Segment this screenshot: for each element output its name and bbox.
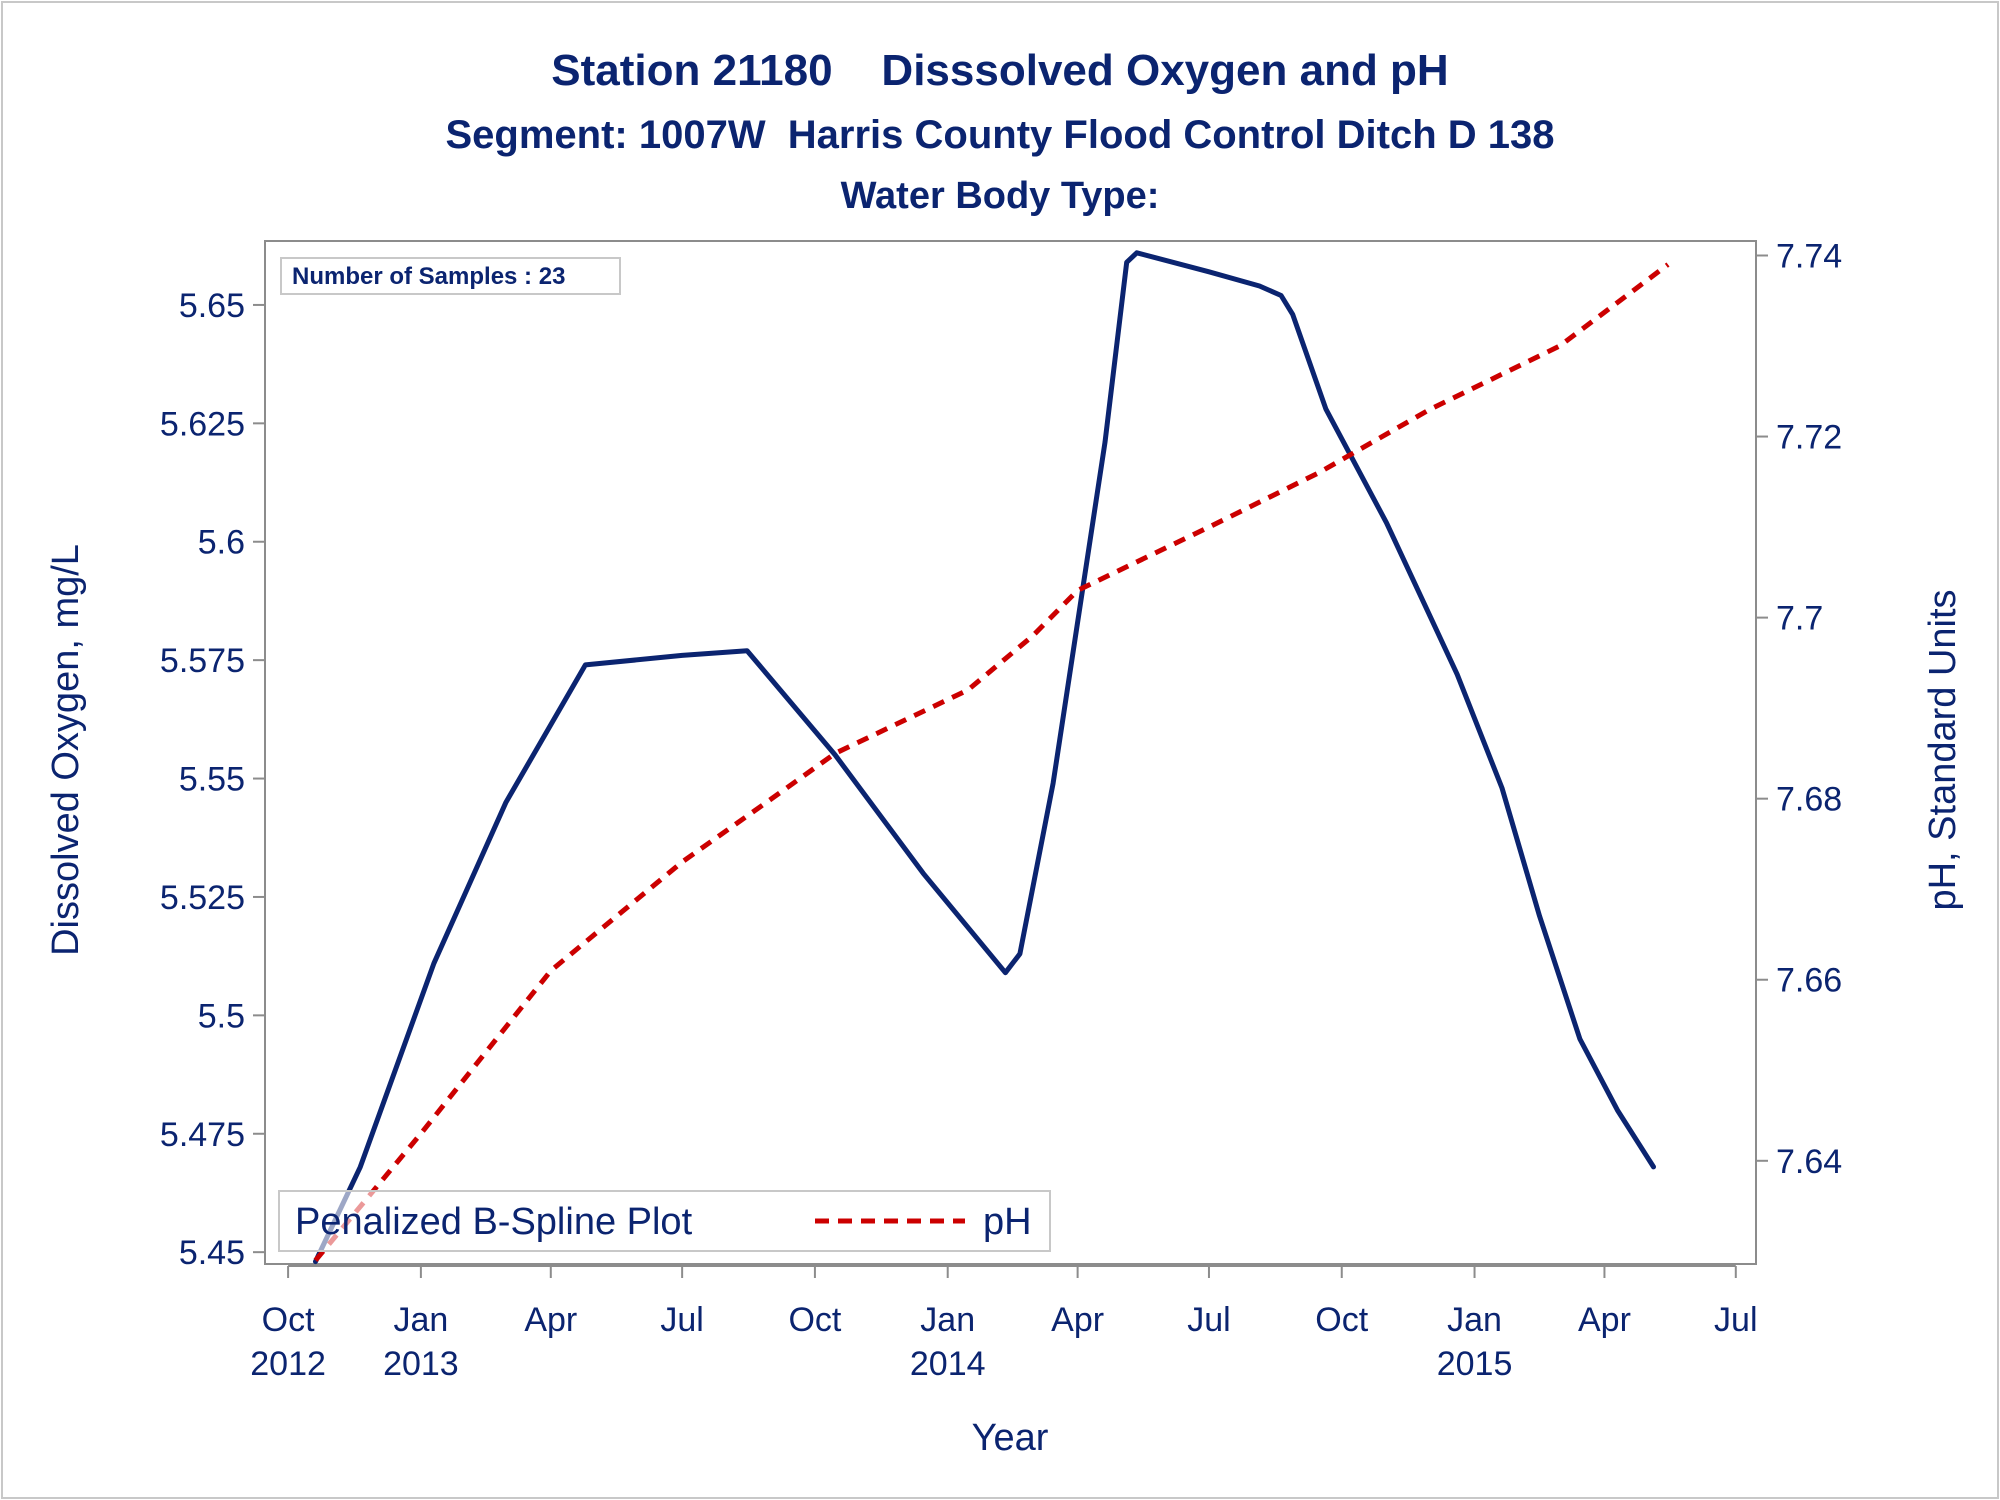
- x-tick-label: Jan: [1447, 1301, 1502, 1339]
- x-tick-label: Apr: [524, 1301, 577, 1339]
- y-right-tick-label: 7.74: [1776, 237, 1842, 275]
- y-right-tick-label: 7.72: [1776, 419, 1842, 457]
- x-tick-year-label: 2015: [1437, 1345, 1513, 1383]
- y-left-tick-label: 5.575: [160, 642, 245, 680]
- y-axis-title-right: pH, Standard Units: [1922, 589, 1964, 910]
- y-left-tick-label: 5.6: [198, 524, 245, 562]
- plot-area: [264, 240, 1757, 1265]
- x-axis-title: Year: [972, 1417, 1049, 1459]
- chart-title: Station 21180 Disssolved Oxygen and pH: [551, 46, 1448, 95]
- x-tick-label: Apr: [1051, 1301, 1104, 1339]
- x-tick-label: Jul: [1187, 1301, 1230, 1339]
- x-axis: Oct 2012 Jan 2013 Apr Jul Oct Jan 2014 Apr Jul Oct J…: [250, 1265, 1758, 1383]
- y-axis-title-left: Dissolved Oxygen, mg/L: [45, 544, 87, 956]
- x-tick-label: Oct: [262, 1301, 315, 1339]
- y-left-tick-label: 5.45: [179, 1234, 245, 1272]
- legend-label-ph: pH: [983, 1201, 1032, 1243]
- y-left-tick-label: 5.55: [179, 761, 245, 799]
- sample-count-box: Number of Samples : 23: [280, 257, 621, 295]
- sample-count-frame: [280, 257, 621, 295]
- series-layer: [313, 250, 1670, 1265]
- x-tick-label: Jul: [660, 1301, 703, 1339]
- chart-subtitle: Segment: 1007W Harris County Flood Contr…: [445, 113, 1554, 157]
- x-tick-label: Jul: [1714, 1301, 1757, 1339]
- x-tick-year-label: 2013: [383, 1345, 459, 1383]
- series-line-dissolved-oxygen: [313, 250, 1656, 1265]
- chart-subtitle-2: Water Body Type:: [841, 175, 1160, 217]
- y-right-tick-label: 7.68: [1776, 781, 1842, 819]
- y-left-tick-label: 5.65: [179, 287, 245, 325]
- x-tick-label: Jan: [393, 1301, 448, 1339]
- y-right-tick-label: 7.64: [1776, 1143, 1842, 1181]
- x-tick-label: Jan: [920, 1301, 975, 1339]
- legend: Penalized B-Spline Plot pH: [278, 1190, 1051, 1252]
- x-tick-label: Oct: [788, 1301, 841, 1339]
- left-y-axis: 5.45 5.475 5.5 5.525 5.55 5.575 5.6 5.625 5.65: [160, 287, 265, 1272]
- y-right-tick-label: 7.66: [1776, 962, 1842, 1000]
- legend-label-spline: Penalized B-Spline Plot: [295, 1201, 693, 1243]
- sample-count-label: Number of Samples : 23: [292, 263, 565, 290]
- y-left-tick-label: 5.525: [160, 879, 245, 917]
- x-tick-year-label: 2012: [250, 1345, 326, 1383]
- y-left-tick-label: 5.625: [160, 405, 245, 443]
- series-line-ph: [313, 262, 1670, 1262]
- legend-frame: [278, 1190, 1051, 1252]
- y-right-tick-label: 7.7: [1776, 600, 1823, 638]
- right-y-axis: 7.64 7.66 7.68 7.7 7.72 7.74: [1756, 237, 1842, 1181]
- x-tick-label: Apr: [1578, 1301, 1631, 1339]
- x-tick-label: Oct: [1315, 1301, 1368, 1339]
- y-left-tick-label: 5.475: [160, 1116, 245, 1154]
- y-left-tick-label: 5.5: [198, 997, 245, 1035]
- x-tick-year-label: 2014: [910, 1345, 986, 1383]
